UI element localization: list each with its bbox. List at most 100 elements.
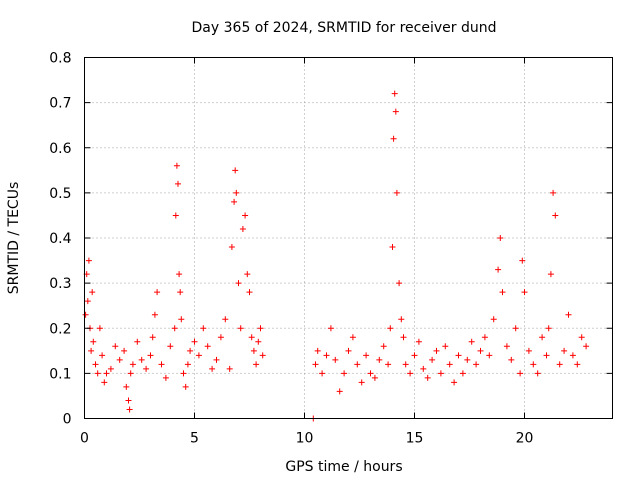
data-point: [149, 334, 156, 341]
data-point: [437, 370, 444, 377]
data-point: [239, 225, 246, 232]
data-point: [341, 370, 348, 377]
data-point: [232, 167, 239, 174]
data-point: [499, 289, 506, 296]
data-point: [517, 370, 524, 377]
data-point: [385, 361, 392, 368]
data-point: [172, 212, 179, 219]
data-point: [468, 338, 475, 345]
y-tick-label: 0.5: [49, 186, 71, 202]
data-point: [319, 370, 326, 377]
data-point: [99, 352, 106, 359]
data-point: [396, 280, 403, 287]
data-point: [90, 338, 97, 345]
data-point: [121, 347, 128, 354]
data-point: [433, 347, 440, 354]
data-point: [96, 325, 103, 332]
data-point: [349, 334, 356, 341]
data-point: [400, 334, 407, 341]
data-point: [173, 162, 180, 169]
data-point: [530, 361, 537, 368]
data-point: [552, 212, 559, 219]
y-tick-label: 0.3: [49, 276, 71, 292]
data-point: [180, 370, 187, 377]
data-point: [481, 334, 488, 341]
data-point: [167, 343, 174, 350]
data-point: [390, 135, 397, 142]
data-point: [371, 374, 378, 381]
data-point: [550, 189, 557, 196]
data-point: [477, 347, 484, 354]
data-point: [497, 235, 504, 241]
data-point: [101, 379, 108, 386]
x-tick-label: 20: [516, 431, 534, 447]
data-point: [231, 198, 238, 205]
data-point: [415, 338, 422, 345]
y-tick-label: 0.8: [49, 51, 71, 67]
data-point: [127, 370, 134, 377]
data-point: [191, 338, 198, 345]
x-tick-label: 0: [80, 431, 89, 447]
data-point: [327, 325, 334, 332]
axis-ticks: [84, 57, 613, 419]
data-point: [116, 356, 123, 363]
data-point: [200, 325, 207, 332]
data-point: [451, 379, 458, 386]
data-point: [578, 334, 585, 341]
data-point: [508, 356, 515, 363]
data-point: [312, 361, 319, 368]
data-point: [257, 325, 264, 332]
chart-title: Day 365 of 2024, SRMTID for receiver dun…: [192, 20, 497, 36]
data-point: [103, 370, 110, 377]
data-point: [455, 352, 462, 359]
data-point: [126, 406, 133, 413]
data-point: [486, 352, 493, 359]
data-point: [367, 370, 374, 377]
data-point: [248, 334, 255, 341]
data-point: [420, 365, 427, 372]
data-point: [354, 361, 361, 368]
data-point: [233, 189, 240, 196]
data-points: [82, 90, 590, 422]
data-point: [138, 356, 145, 363]
data-point: [380, 343, 387, 350]
data-point: [565, 311, 572, 318]
x-tick-label: 10: [296, 431, 314, 447]
data-point: [398, 316, 405, 323]
data-point: [429, 356, 436, 363]
data-point: [495, 266, 502, 273]
data-point: [259, 352, 266, 359]
data-point: [94, 370, 101, 377]
data-point: [512, 325, 519, 332]
data-point: [387, 325, 394, 332]
data-point: [336, 388, 343, 395]
data-point: [92, 361, 99, 368]
data-point: [363, 352, 370, 359]
data-point: [134, 338, 141, 345]
data-point: [547, 271, 554, 278]
data-point: [473, 361, 480, 368]
data-point: [490, 316, 497, 323]
data-point: [323, 352, 330, 359]
data-point: [246, 289, 253, 296]
y-tick-label: 0.6: [49, 141, 71, 157]
data-point: [569, 352, 576, 359]
data-point: [561, 347, 568, 354]
data-point: [253, 361, 260, 368]
data-point: [424, 374, 431, 381]
y-tick-label: 0.1: [49, 366, 71, 382]
data-point: [345, 347, 352, 354]
data-point: [154, 289, 161, 296]
data-point: [237, 325, 244, 332]
tick-labels: 0 0.1 0.2 0.3 0.4 0.5 0.6 0.7 0.8 0 5 10 15 20: [49, 51, 533, 447]
data-point: [556, 361, 563, 368]
data-point: [228, 244, 235, 251]
y-tick-label: 0.7: [49, 96, 71, 112]
data-point: [521, 289, 528, 296]
data-point: [250, 347, 257, 354]
data-point: [539, 334, 546, 341]
data-point: [151, 311, 158, 318]
data-point: [107, 365, 114, 372]
data-point: [171, 325, 178, 332]
